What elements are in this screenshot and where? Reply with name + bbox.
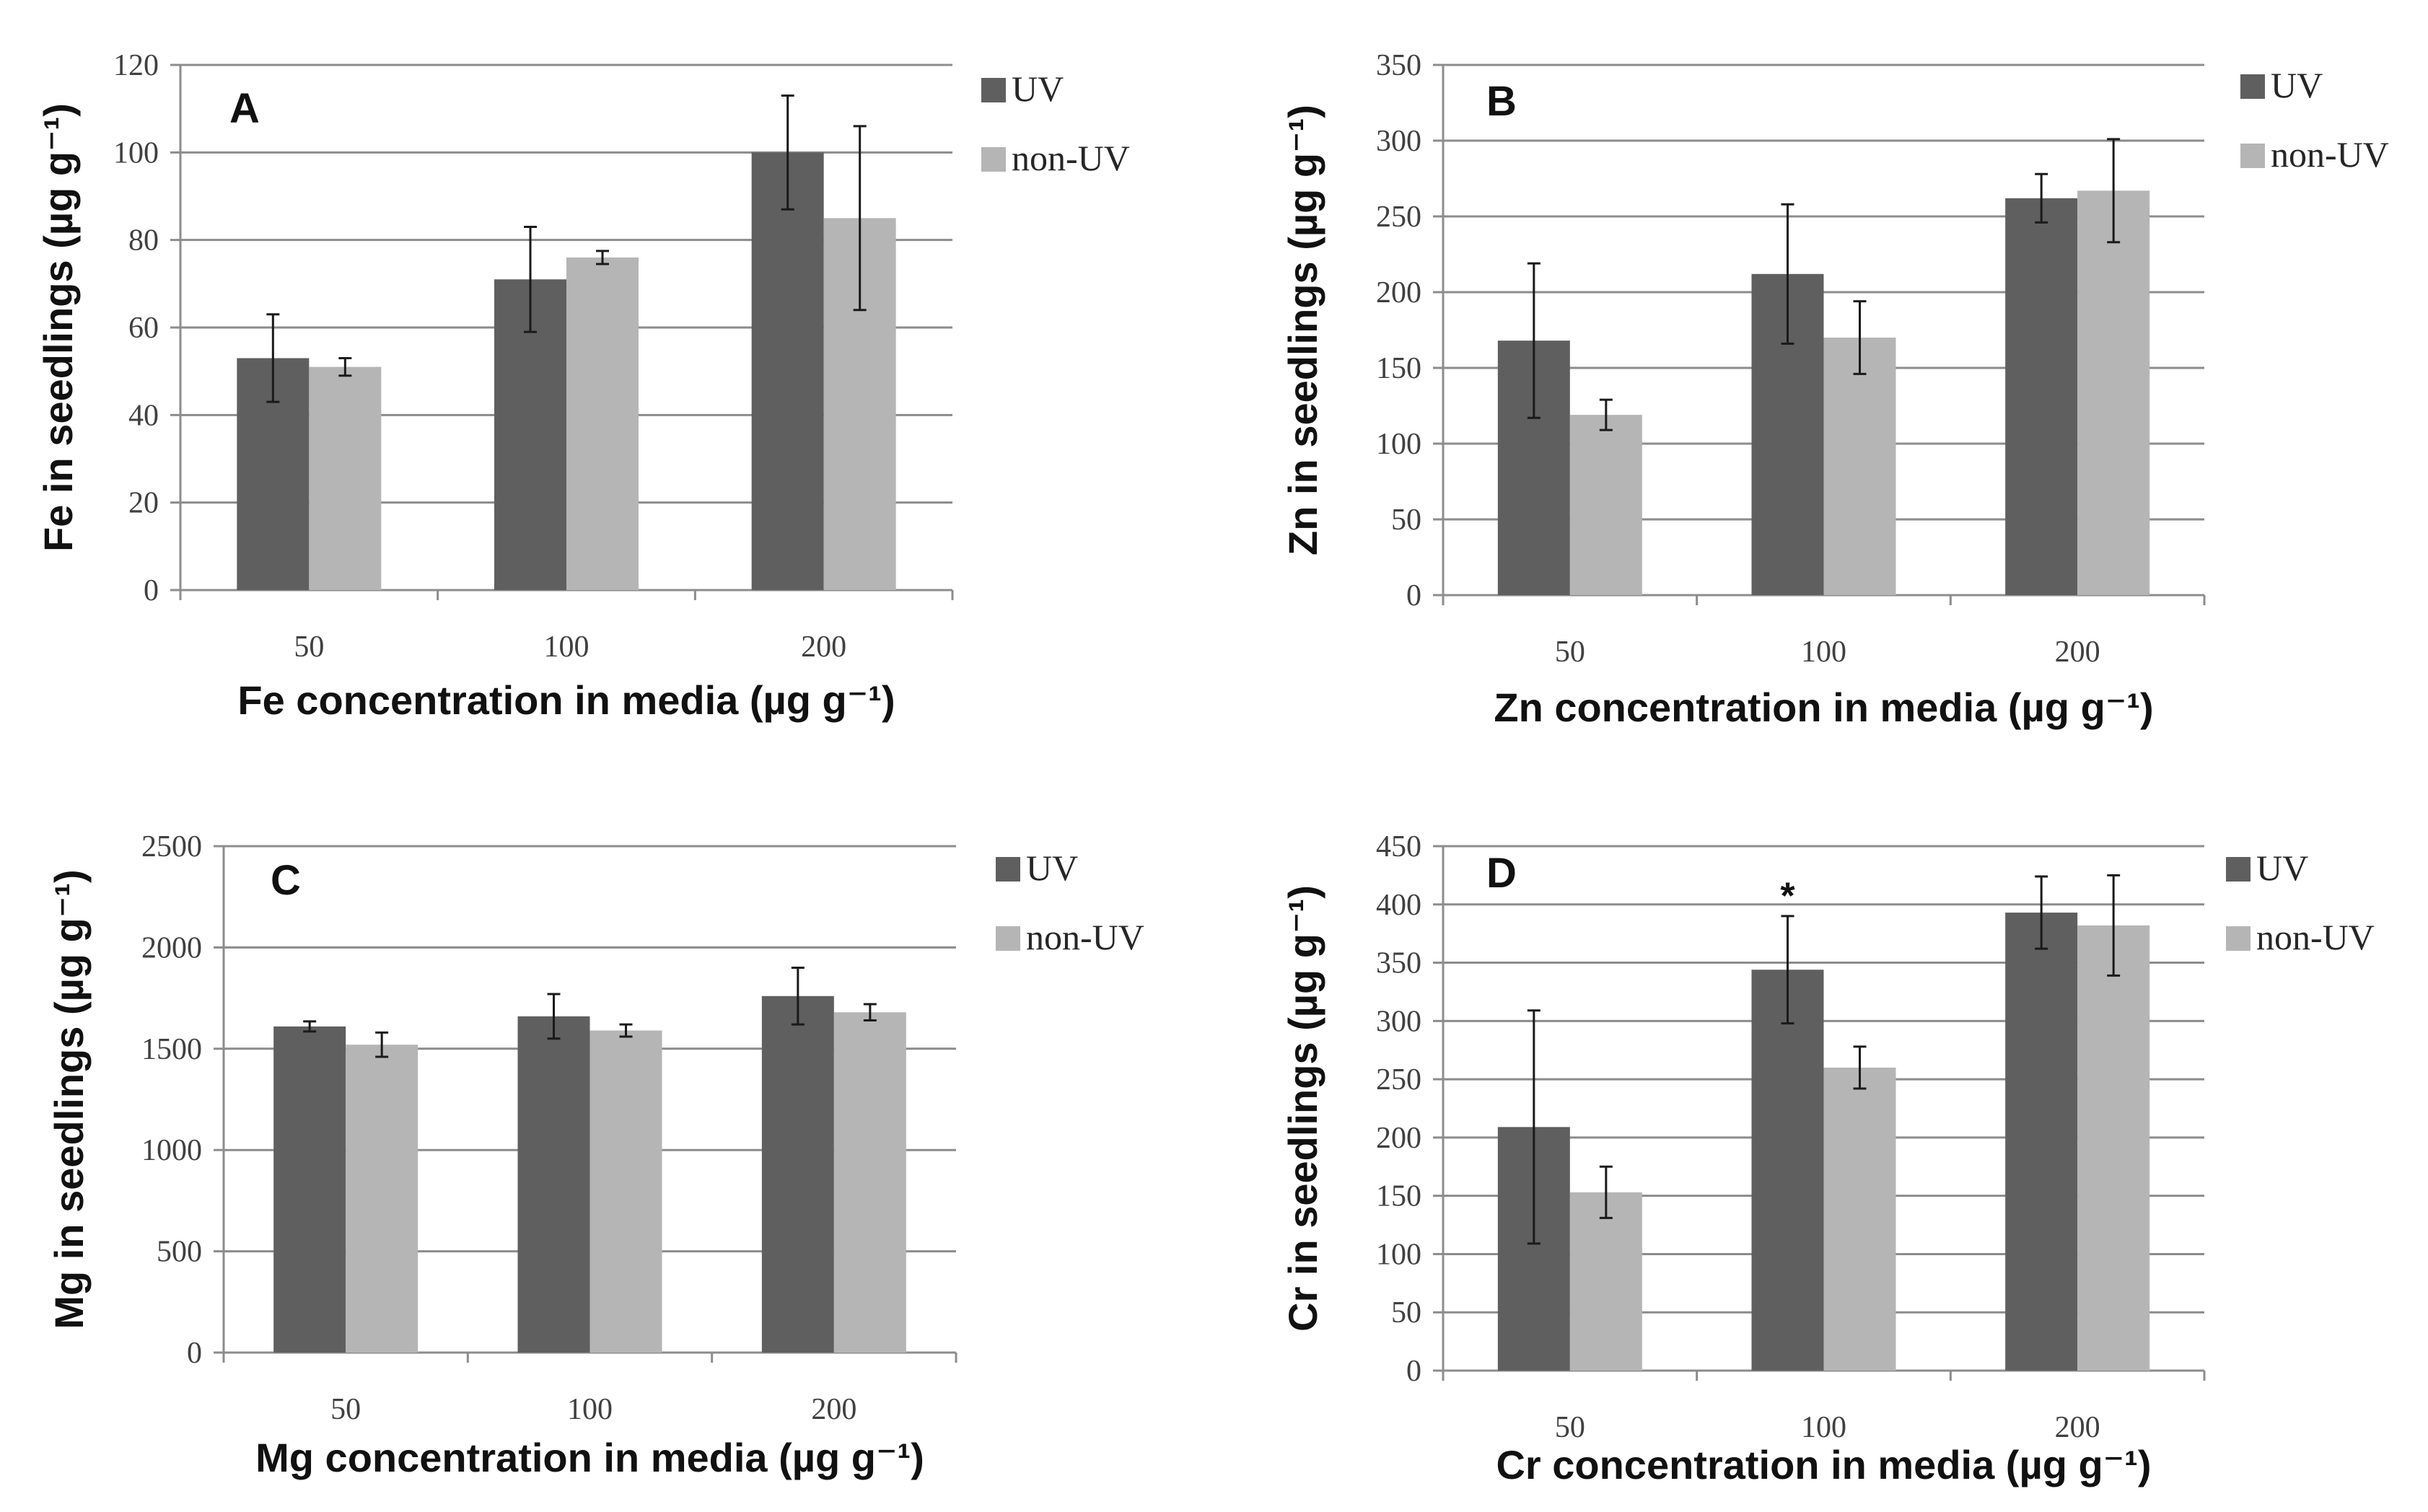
y-tick-label: 50 <box>1391 1296 1421 1329</box>
legend-entry: non-UV <box>1026 917 1144 957</box>
y-tick-label: 20 <box>128 487 159 520</box>
x-tick-label: 50 <box>330 1393 361 1426</box>
chart-panel-a: 0 20 40 60 80 100 120 50 100 200 A UV non-UV Fe conce… <box>35 49 1130 723</box>
panel-label: B <box>1486 78 1517 125</box>
legend-entry: UV <box>2256 848 2308 888</box>
y-tick-label: 350 <box>1376 947 1421 980</box>
y-tick-label: 150 <box>1376 352 1421 385</box>
y-tick-label: 120 <box>113 49 159 82</box>
bar-uv <box>761 995 834 1353</box>
bar-non-uv <box>590 1030 662 1353</box>
legend-entry: non-UV <box>1012 138 1130 178</box>
bar-uv <box>751 152 824 591</box>
legend-entry: non-UV <box>2256 917 2375 957</box>
y-tick-label: 300 <box>1376 125 1421 158</box>
x-tick-label: 200 <box>2055 1411 2100 1444</box>
panel-label: D <box>1486 850 1517 897</box>
y-tick-label: 500 <box>157 1236 202 1269</box>
y-axis-title: Cr in seedlings (µg g⁻¹) <box>1280 885 1325 1332</box>
y-tick-label: 1000 <box>141 1134 202 1167</box>
y-tick-label: 200 <box>1376 1122 1421 1155</box>
x-axis-title: Mg concentration in media (µg g⁻¹) <box>255 1435 924 1480</box>
y-tick-label: 200 <box>1376 276 1421 309</box>
y-tick-label: 80 <box>128 224 159 258</box>
y-tick-label: 350 <box>1376 49 1421 82</box>
x-axis-title: Fe concentration in media (µg g⁻¹) <box>237 677 895 723</box>
y-tick-label: 50 <box>1391 504 1421 537</box>
x-axis-title: Cr concentration in media (µg g⁻¹) <box>1496 1442 2151 1487</box>
chart-panel-c: 0 500 1000 1500 2000 2500 50 100 200 C UV non-UV Mg … <box>46 830 1144 1480</box>
bar-non-uv <box>833 1012 906 1353</box>
bar-non-uv <box>1569 1192 1642 1371</box>
x-tick-label: 50 <box>1555 1411 1585 1444</box>
x-tick-label: 100 <box>1801 636 1846 669</box>
legend-swatch <box>996 857 1020 882</box>
bar-non-uv <box>1823 338 1896 595</box>
y-axis-title: Fe in seedlings (µg g⁻¹) <box>35 103 81 552</box>
legend-swatch <box>2240 144 2265 168</box>
x-tick-label: 100 <box>567 1393 613 1426</box>
y-tick-label: 1500 <box>141 1033 202 1066</box>
y-tick-label: 250 <box>1376 1063 1421 1096</box>
bar-non-uv <box>346 1045 418 1353</box>
y-tick-label: 0 <box>187 1337 202 1370</box>
y-tick-label: 60 <box>128 312 159 345</box>
bar-non-uv <box>2077 190 2150 595</box>
bar-uv <box>1751 970 1824 1371</box>
x-axis-title: Zn concentration in media (µg g⁻¹) <box>1494 685 2153 730</box>
panel-label: C <box>271 857 301 904</box>
x-tick-label: 50 <box>294 630 324 664</box>
legend-swatch <box>2226 926 2250 951</box>
y-tick-label: 0 <box>1406 1355 1421 1388</box>
legend-entry: UV <box>1012 69 1064 109</box>
significance-marker: * <box>1780 876 1795 918</box>
x-tick-label: 100 <box>544 630 590 664</box>
y-tick-label: 2000 <box>141 931 202 964</box>
legend-swatch <box>2240 74 2265 99</box>
bar-non-uv <box>309 366 382 590</box>
bar-uv <box>2005 198 2078 595</box>
bar-non-uv <box>1569 415 1642 595</box>
bar-non-uv <box>2077 925 2150 1371</box>
legend-entry: non-UV <box>2271 134 2389 175</box>
y-tick-label: 400 <box>1376 889 1421 922</box>
y-tick-label: 250 <box>1376 201 1421 234</box>
y-tick-label: 0 <box>1406 579 1421 612</box>
chart-panel-b: 0 50 100 150 200 250 300 350 50 100 200 B UV non-UV Zn… <box>1280 49 2389 730</box>
y-tick-label: 450 <box>1376 830 1421 863</box>
bar-non-uv <box>1823 1067 1896 1371</box>
bar-uv <box>517 1016 590 1353</box>
y-axis-title: Mg in seedlings (µg g⁻¹) <box>46 869 92 1329</box>
legend-swatch <box>996 926 1020 951</box>
y-tick-label: 0 <box>144 574 159 607</box>
panel-label: A <box>229 85 260 132</box>
x-tick-label: 100 <box>1801 1411 1846 1444</box>
x-tick-label: 200 <box>2055 636 2100 669</box>
y-tick-label: 100 <box>1376 1238 1421 1271</box>
x-tick-label: 200 <box>801 630 846 664</box>
x-tick-label: 50 <box>1555 636 1585 669</box>
chart-panel-d: 0 50 100 150 200 250 300 350 400 450 50 100 200 * D UV n… <box>1280 830 2375 1487</box>
y-tick-label: 2500 <box>141 830 202 863</box>
bar-uv <box>273 1026 346 1353</box>
legend-swatch <box>2226 857 2250 882</box>
legend-entry: UV <box>1026 848 1078 888</box>
legend-entry: UV <box>2271 65 2323 105</box>
legend-swatch <box>981 78 1006 102</box>
bar-non-uv <box>566 257 639 590</box>
y-tick-label: 40 <box>128 399 159 432</box>
y-tick-label: 100 <box>113 136 159 170</box>
x-tick-label: 200 <box>811 1393 856 1426</box>
bar-uv <box>2005 913 2078 1371</box>
y-tick-label: 100 <box>1376 428 1421 461</box>
y-axis-title: Zn in seedlings (µg g⁻¹) <box>1280 105 1325 555</box>
y-tick-label: 300 <box>1376 1005 1421 1038</box>
y-tick-label: 150 <box>1376 1180 1421 1213</box>
legend-swatch <box>981 147 1006 172</box>
